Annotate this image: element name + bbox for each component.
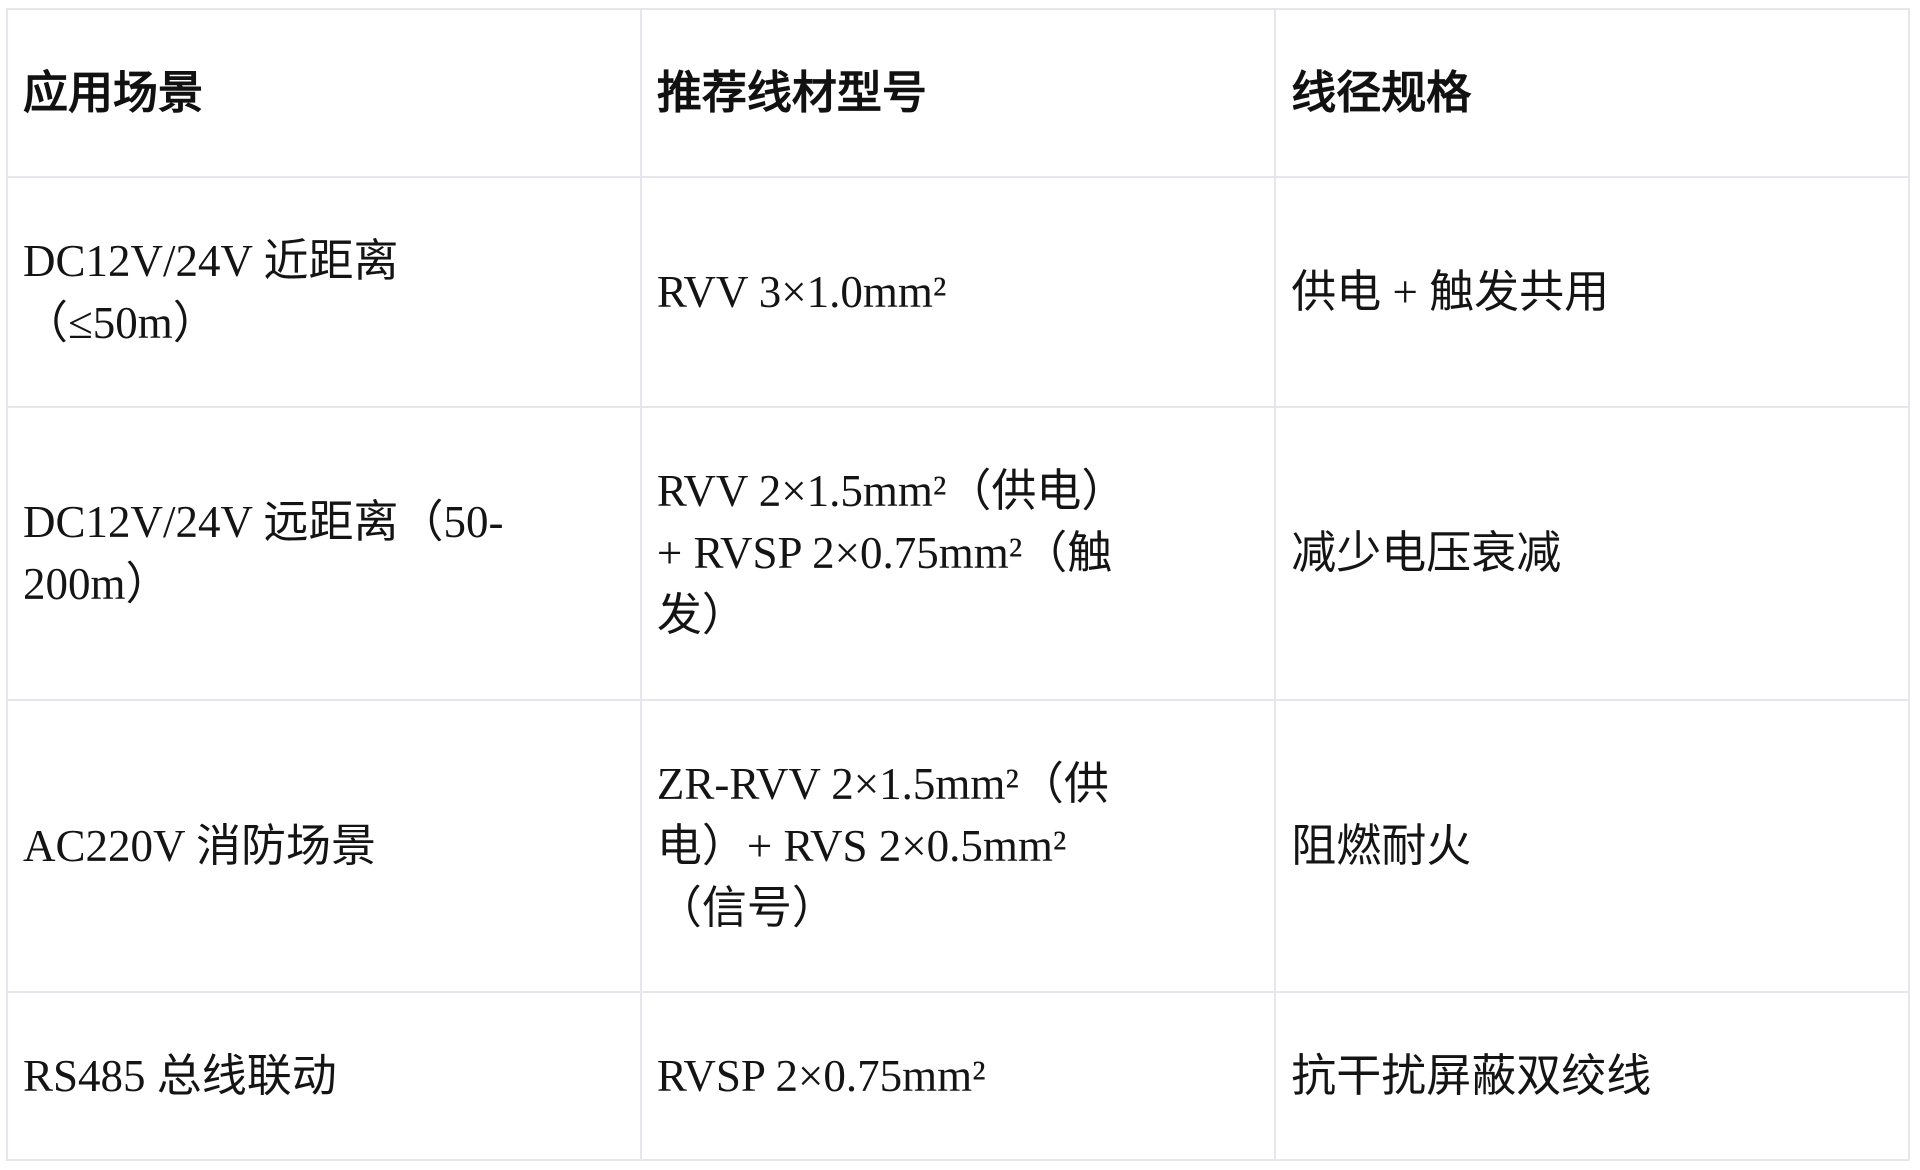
table-row: DC12V/24V 远距离（50- 200m） RVV 2×1.5mm²（供电）… xyxy=(6,406,1910,701)
header-application-scenario: 应用场景 xyxy=(6,7,642,179)
cell-wire-model: ZR-RVV 2×1.5mm²（供 电）+ RVS 2×0.5mm² （信号） xyxy=(639,698,1277,993)
cell-gauge-spec: 阻燃耐火 xyxy=(1274,698,1910,993)
cell-gauge-spec: 减少电压衰减 xyxy=(1274,406,1910,701)
cell-scene: RS485 总线联动 xyxy=(6,990,642,1161)
wire-spec-table: 应用场景 推荐线材型号 线径规格 DC12V/24V 近距离 （≤50m） RV… xyxy=(6,7,1910,1161)
cell-gauge-spec: 供电 + 触发共用 xyxy=(1274,176,1910,409)
header-row: 应用场景 推荐线材型号 线径规格 xyxy=(6,7,1910,179)
cell-scene: AC220V 消防场景 xyxy=(6,698,642,993)
table-row: DC12V/24V 近距离 （≤50m） RVV 3×1.0mm² 供电 + 触… xyxy=(6,176,1910,409)
cell-gauge-spec: 抗干扰屏蔽双绞线 xyxy=(1274,990,1910,1161)
cell-wire-model: RVSP 2×0.75mm² xyxy=(639,990,1277,1161)
cell-wire-model: RVV 2×1.5mm²（供电） + RVSP 2×0.75mm²（触 发） xyxy=(639,406,1277,701)
cell-wire-model: RVV 3×1.0mm² xyxy=(639,176,1277,409)
header-recommended-wire-model: 推荐线材型号 xyxy=(639,7,1277,179)
table-row: AC220V 消防场景 ZR-RVV 2×1.5mm²（供 电）+ RVS 2×… xyxy=(6,698,1910,993)
cell-scene: DC12V/24V 远距离（50- 200m） xyxy=(6,406,642,701)
table-row: RS485 总线联动 RVSP 2×0.75mm² 抗干扰屏蔽双绞线 xyxy=(6,990,1910,1161)
cell-scene: DC12V/24V 近距离 （≤50m） xyxy=(6,176,642,409)
header-wire-gauge-spec: 线径规格 xyxy=(1274,7,1910,179)
